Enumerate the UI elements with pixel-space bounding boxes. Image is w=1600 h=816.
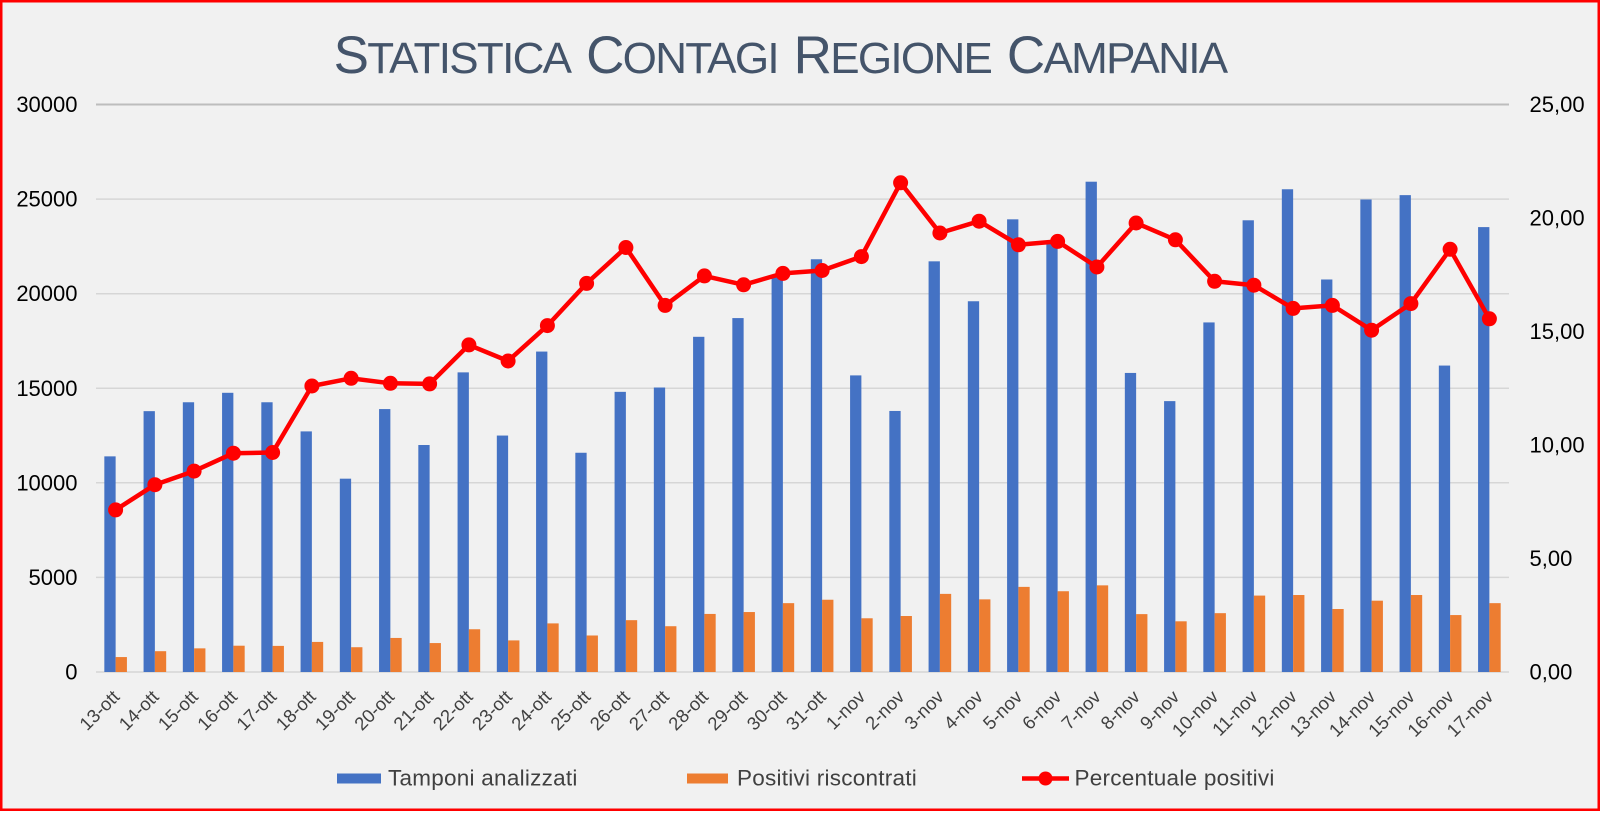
svg-text:10,00: 10,00 bbox=[1530, 433, 1585, 458]
svg-text:Percentuale positivi: Percentuale positivi bbox=[1075, 766, 1275, 791]
svg-text:STATISTICA CONTAGI REGIONE CAM: STATISTICA CONTAGI REGIONE CAMPANIA bbox=[334, 26, 1229, 85]
svg-text:10000: 10000 bbox=[16, 470, 77, 495]
svg-text:Tamponi analizzati: Tamponi analizzati bbox=[388, 766, 578, 791]
svg-text:20000: 20000 bbox=[16, 281, 77, 306]
svg-text:Positivi riscontrati: Positivi riscontrati bbox=[737, 766, 917, 791]
svg-text:15000: 15000 bbox=[16, 376, 77, 401]
svg-text:5000: 5000 bbox=[29, 565, 78, 590]
svg-text:0,00: 0,00 bbox=[1530, 660, 1573, 685]
svg-text:0: 0 bbox=[65, 660, 77, 685]
svg-text:25000: 25000 bbox=[16, 187, 77, 212]
svg-text:15,00: 15,00 bbox=[1530, 319, 1585, 344]
svg-text:25,00: 25,00 bbox=[1530, 92, 1585, 117]
svg-text:20,00: 20,00 bbox=[1530, 206, 1585, 231]
svg-text:30000: 30000 bbox=[16, 92, 77, 117]
svg-text:5,00: 5,00 bbox=[1530, 546, 1573, 571]
